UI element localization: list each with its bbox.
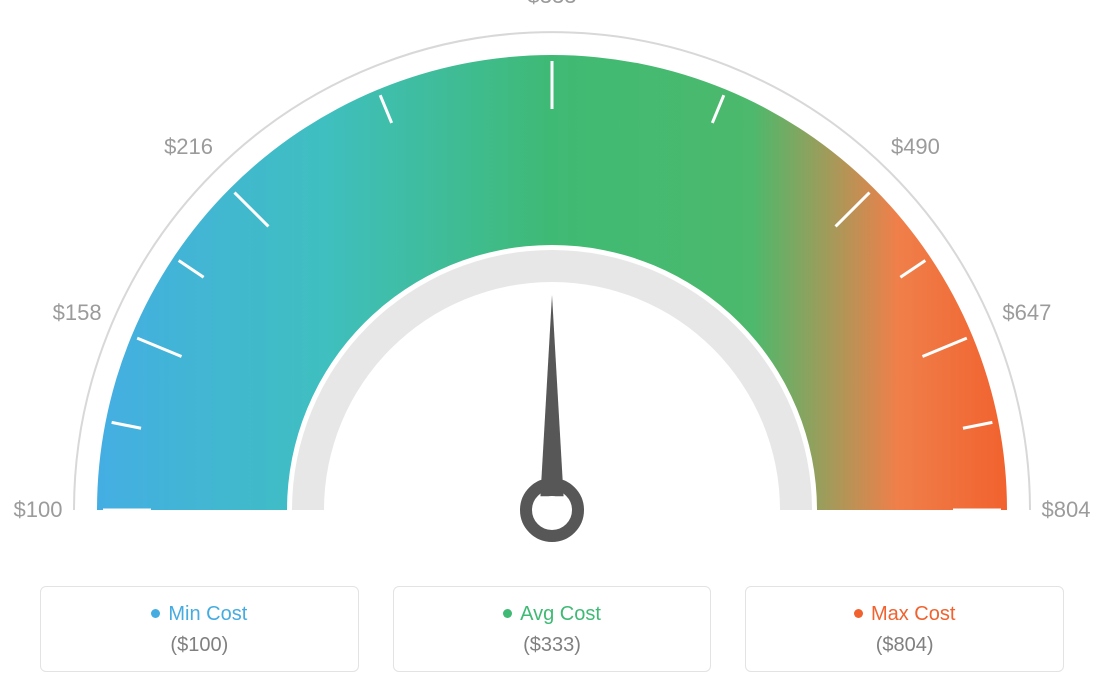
legend-label: Avg Cost <box>520 603 601 625</box>
gauge-svg <box>0 0 1104 560</box>
gauge-tick-label: $333 <box>528 0 577 9</box>
gauge-tick-label: $804 <box>1042 497 1091 523</box>
dot-icon <box>854 609 863 618</box>
dot-icon <box>503 609 512 618</box>
gauge-tick-label: $490 <box>891 134 940 160</box>
legend-card-min: Min Cost ($100) <box>40 586 359 672</box>
legend-title-avg: Avg Cost <box>406 603 699 626</box>
gauge-tick-label: $216 <box>164 134 213 160</box>
gauge-area: $100 $158 $216 $333 $490 $647 $804 <box>0 0 1104 560</box>
gauge-tick-label: $100 <box>14 497 63 523</box>
legend-label: Max Cost <box>871 603 955 625</box>
gauge-tick-label: $158 <box>53 300 102 326</box>
dot-icon <box>151 609 160 618</box>
legend-value-max: ($804) <box>758 634 1051 657</box>
legend-label: Min Cost <box>168 603 247 625</box>
gauge-tick-label: $647 <box>1002 300 1051 326</box>
legend-title-min: Min Cost <box>53 603 346 626</box>
legend-card-max: Max Cost ($804) <box>745 586 1064 672</box>
legend-row: Min Cost ($100) Avg Cost ($333) Max Cost… <box>40 586 1064 672</box>
legend-value-min: ($100) <box>53 634 346 657</box>
legend-title-max: Max Cost <box>758 603 1051 626</box>
legend-card-avg: Avg Cost ($333) <box>393 586 712 672</box>
legend-value-avg: ($333) <box>406 634 699 657</box>
cost-gauge-chart: $100 $158 $216 $333 $490 $647 $804 Min Cost ($… <box>0 0 1104 690</box>
